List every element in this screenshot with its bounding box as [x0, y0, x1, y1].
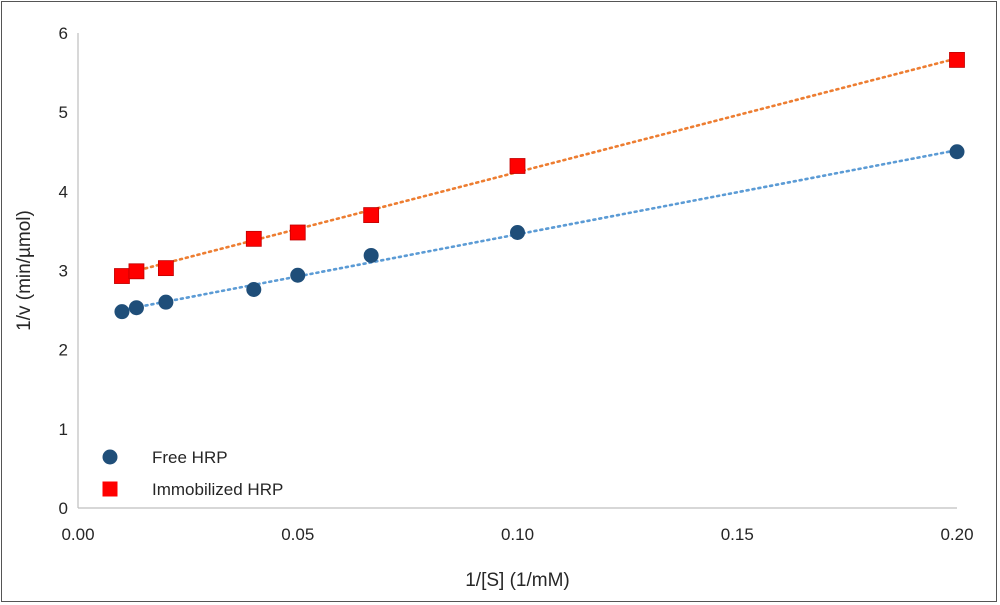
point-free-hrp — [949, 144, 965, 160]
point-free-hrp — [114, 304, 130, 320]
point-immobilized-hrp — [157, 260, 174, 277]
axes — [77, 33, 957, 509]
data-points — [114, 52, 965, 320]
y-tick-label: 4 — [59, 182, 68, 201]
point-free-hrp — [510, 225, 525, 240]
x-tick-label: 0.10 — [501, 525, 534, 544]
point-free-hrp — [363, 247, 379, 263]
point-immobilized-hrp — [363, 207, 380, 223]
y-tick-label: 3 — [59, 262, 68, 281]
point-immobilized-hrp — [949, 52, 965, 68]
y-tick-label: 1 — [59, 420, 68, 439]
x-tick-label: 0.05 — [281, 525, 314, 544]
x-tick-labels: 0.00 0.05 0.10 0.15 0.20 — [61, 525, 973, 544]
x-tick-label: 0.00 — [61, 525, 94, 544]
trendline-free-hrp — [120, 148, 959, 312]
point-immobilized-hrp — [509, 158, 526, 174]
point-immobilized-hrp — [289, 224, 306, 241]
y-tick-label: 5 — [59, 103, 68, 122]
point-free-hrp — [246, 282, 262, 297]
point-immobilized-hrp — [245, 230, 262, 247]
legend-label-free-hrp: Free HRP — [152, 448, 228, 467]
legend-item-immobilized-hrp: Immobilized HRP — [102, 480, 283, 499]
y-tick-label: 0 — [59, 499, 68, 518]
point-free-hrp — [158, 294, 174, 310]
y-tick-label: 6 — [59, 24, 68, 43]
point-immobilized-hrp — [114, 268, 130, 284]
x-tick-label: 0.20 — [940, 525, 973, 544]
y-tick-labels: 0 1 2 3 4 5 6 — [59, 24, 68, 518]
legend-item-free-hrp: Free HRP — [102, 448, 228, 467]
legend-label-immobilized-hrp: Immobilized HRP — [152, 480, 283, 499]
y-axis-title: 1/v (min/µmol) — [14, 210, 35, 331]
y-tick-label: 2 — [59, 341, 68, 360]
point-free-hrp — [128, 300, 144, 316]
point-free-hrp — [290, 267, 306, 283]
x-axis-title: 1/[S] (1/mM) — [465, 570, 570, 591]
trendlines — [120, 57, 959, 312]
legend-marker-immobilized-hrp — [102, 481, 118, 497]
legend-marker-free-hrp — [102, 449, 118, 465]
legend: Free HRP Immobilized HRP — [102, 448, 283, 499]
point-immobilized-hrp — [128, 263, 145, 280]
x-tick-label: 0.15 — [721, 525, 754, 544]
